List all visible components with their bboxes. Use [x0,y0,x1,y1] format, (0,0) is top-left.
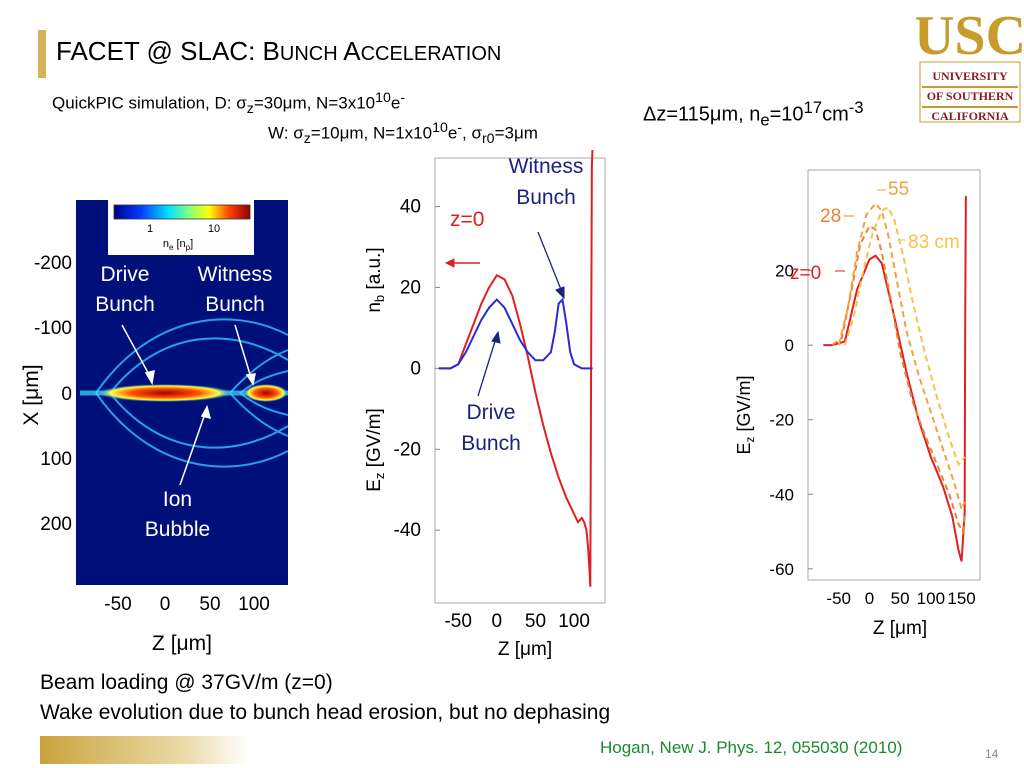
chart1-series-0 [438,150,594,587]
witness-bunch-density [244,384,288,402]
chart2-series-3 [843,205,966,467]
density-y-tick: 200 [40,514,72,535]
chart1-witness-label-2: Bunch [516,186,576,209]
chart1-x-label: Z [μm] [498,639,552,660]
chart1-z0-label: z=0 [450,208,484,231]
chart2-x-label: Z [μm] [873,618,927,639]
wake-evolution-chart: 20 0 -20 -40 -60 -50 0 50 100 150 Ez [GV/m] Z [μ… [734,169,981,639]
chart2-y-tick: 20 [775,262,794,281]
chart1-ez-label: Ez [GV/m] [364,408,387,492]
colorbar [113,204,251,220]
beam-loading-text: Beam loading @ 37GV/m (z=0) [40,671,333,694]
drive-bunch-density [97,384,233,402]
chart2-series-2 [837,201,966,513]
citation: Hogan, New J. Phys. 12, 055030 (2010) [600,738,903,757]
density-y-tick: 100 [40,449,72,470]
density-x-label: Z [μm] [152,632,212,655]
drive-bunch-label: Drive Bunch [95,263,155,316]
chart1-y-tick: 0 [410,358,421,379]
chart2-y-label: Ez [GV/m] [734,375,757,454]
chart2-label-55: 55 [888,179,909,200]
chart2-y-tick: -20 [769,411,794,430]
wake-field-chart: 40 20 0 -20 -40 -50 0 50 100 Ez [GV/m] nb [a.u.… [364,150,606,660]
slide-title-main: BUNCH ACCELERATION [262,36,502,66]
density-x-tick: 0 [160,594,171,615]
usc-logo-letters: USC [916,5,1024,67]
chart2-label-83: 83 cm [908,232,960,253]
chart1-witness-arrow [537,231,565,300]
chart1-drive-label-1: Drive [466,401,515,424]
chart2-x-tick: 0 [865,589,874,608]
chart2-y-tick: 0 [785,336,794,355]
density-y-ticks: -200 -100 0 100 200 [34,253,72,535]
density-y-tick: -200 [34,253,72,274]
density-y-tick: -100 [34,318,72,339]
density-y-tick: 0 [61,384,72,405]
sim-params-line1: QuickPIC simulation, D: σz=30μm, N=3x101… [52,90,406,118]
usc-logo-line3: CALIFORNIA [931,109,1009,123]
density-filaments [95,318,289,468]
colorbar-tick-1: 1 [147,223,153,235]
chart2-x-tick: 150 [947,589,975,608]
chart1-x-tick: 0 [492,611,503,632]
chart2-series-0 [823,196,967,562]
title-bar-inner [46,30,908,78]
colorbar-label: ne [np] [163,238,193,252]
chart2-label-28: 28 [820,206,841,227]
footer-bar [40,736,250,764]
chart1-x-tick: 100 [558,611,590,632]
colorbar-tick-10: 10 [208,223,220,235]
chart1-drive-label-2: Bunch [461,432,521,455]
chart1-z0-arrow [444,258,480,268]
chart2-x-tick: 50 [891,589,910,608]
usc-logo-line1: UNIVERSITY [932,69,1008,83]
density-x-ticks: -50 0 50 100 [104,594,270,615]
sim-params-line2: W: σz=10μm, N=1x1010e-, σr0=3μm [268,120,538,148]
chart2-x-tick: 100 [917,589,945,608]
witness-bunch-label: Witness Bunch [197,263,273,316]
chart1-drive-arrow [477,330,501,397]
density-x-tick: 100 [238,594,270,615]
density-x-tick: 50 [199,594,220,615]
chart1-x-tick: 50 [525,611,546,632]
chart2-y-tick: -40 [769,485,794,504]
usc-logo: USC UNIVERSITY OF SOUTHERN CALIFORNIA [914,0,1024,130]
chart2-series-1 [831,224,967,535]
chart1-y-tick: 40 [400,197,421,218]
density-x-tick: -50 [104,594,131,615]
usc-logo-graphic: USC UNIVERSITY OF SOUTHERN CALIFORNIA [914,5,1024,123]
chart2-x-tick: -50 [826,589,851,608]
chart2-y-tick: -60 [769,560,794,579]
page-number: 14 [985,747,999,761]
chart1-series-1 [438,297,593,370]
density-panel: 1 10 ne [np] -200 -100 0 100 200 X [μm] … [20,200,289,655]
density-y-label: X [μm] [20,364,43,425]
plasma-params: Δz=115μm, ne=1017cm-3 [643,98,864,130]
chart2-frame [807,169,981,581]
chart1-frame [434,157,606,604]
usc-logo-line2: OF SOUTHERN [927,89,1014,103]
wake-evolution-text: Wake evolution due to bunch head erosion… [40,701,611,724]
ion-bubble-label: Ion Bubble [144,488,211,541]
density-annotation-arrows [121,324,256,486]
chart1-y-tick: 20 [400,277,421,298]
chart1-y-tick: -20 [394,439,421,460]
slide-title: FACET @ SLAC: BUNCH ACCELERATION [56,36,502,66]
chart2-label-z0: z=0 [790,263,821,284]
chart1-witness-label-1: Witness [509,155,584,178]
chart1-y-tick: -40 [394,520,421,541]
chart1-nb-label: nb [a.u.] [364,247,387,312]
chart1-x-tick: -50 [444,611,471,632]
